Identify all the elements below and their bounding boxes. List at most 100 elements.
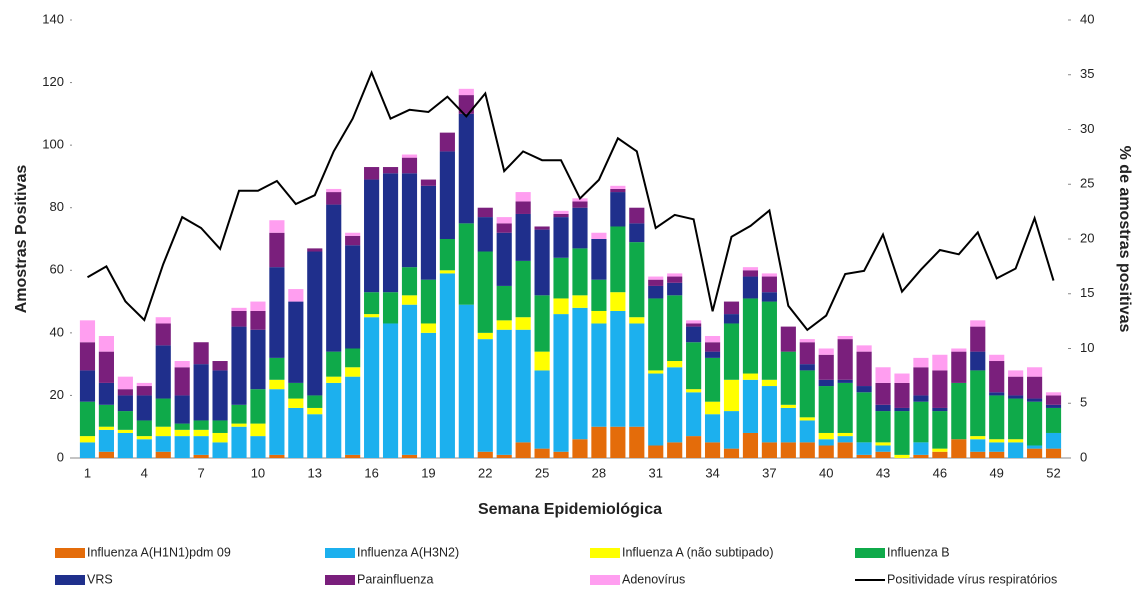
bar-segment bbox=[856, 386, 872, 393]
y2-tick-label: 5 bbox=[1080, 395, 1087, 410]
bar-segment bbox=[742, 276, 759, 299]
bar-segment bbox=[686, 320, 702, 324]
bar-segment bbox=[761, 292, 777, 302]
bar-segment bbox=[193, 420, 209, 430]
bar-segment bbox=[193, 429, 209, 437]
bar-segment bbox=[704, 342, 721, 352]
bar-segment bbox=[742, 379, 759, 433]
bar-segment bbox=[345, 348, 361, 368]
bar-segment bbox=[1008, 370, 1024, 377]
line-series bbox=[87, 69, 1055, 332]
bar-segment bbox=[989, 354, 1005, 362]
legend-swatch bbox=[55, 548, 85, 558]
bar-segment bbox=[932, 448, 948, 452]
bar-segment bbox=[534, 295, 550, 352]
bar-segment bbox=[155, 345, 171, 399]
bar-segment bbox=[136, 382, 152, 387]
bar-segment bbox=[572, 248, 588, 296]
bar-segment bbox=[799, 339, 815, 343]
bar-segment bbox=[193, 436, 209, 455]
bar-segment bbox=[136, 420, 152, 437]
bar-segment bbox=[704, 401, 721, 415]
bar-segment bbox=[875, 411, 891, 443]
bar-segment bbox=[496, 285, 512, 321]
bar-segment bbox=[382, 292, 399, 324]
legend-swatch bbox=[590, 575, 620, 585]
bar-segment bbox=[704, 335, 721, 343]
bar-segment bbox=[667, 367, 683, 443]
bar-segment bbox=[913, 367, 929, 396]
bar-segment bbox=[913, 395, 929, 402]
bar-segment bbox=[307, 248, 323, 252]
bar-segment bbox=[458, 95, 474, 114]
bar-segment bbox=[98, 426, 114, 430]
bar-segment bbox=[496, 217, 512, 224]
bar-segment bbox=[269, 379, 285, 390]
bar-segment bbox=[250, 436, 266, 458]
bar-segment bbox=[458, 88, 474, 96]
bar-segment bbox=[932, 411, 948, 449]
bar-segment bbox=[970, 451, 986, 458]
bar-segment bbox=[837, 379, 853, 383]
bar-segment bbox=[1045, 404, 1062, 408]
bar-segment bbox=[458, 223, 474, 305]
bar-segment bbox=[117, 395, 133, 412]
bar-segment bbox=[856, 345, 872, 352]
bar-segment bbox=[989, 392, 1005, 396]
bar-segment bbox=[345, 232, 361, 236]
bar-segment bbox=[458, 113, 474, 224]
bar-segment bbox=[364, 317, 380, 458]
bar-segment bbox=[212, 442, 228, 458]
bar-segment bbox=[799, 417, 815, 421]
bar-segment bbox=[742, 432, 759, 458]
bar-segment bbox=[401, 454, 418, 458]
bar-segment bbox=[1027, 401, 1043, 446]
bar-segment bbox=[875, 382, 891, 405]
bar-segment bbox=[117, 389, 133, 396]
bar-segment bbox=[515, 260, 531, 318]
bar-segment bbox=[231, 426, 247, 458]
x-tick-label: 19 bbox=[421, 465, 435, 480]
x-tick-label: 25 bbox=[535, 465, 549, 480]
bar-segment bbox=[970, 351, 986, 371]
bar-segment bbox=[932, 451, 948, 458]
bar-segment bbox=[231, 326, 247, 405]
bar-segment bbox=[326, 192, 342, 205]
x-tick-label: 4 bbox=[141, 465, 148, 480]
legend-swatch bbox=[55, 575, 85, 585]
bar-segment bbox=[913, 357, 929, 368]
bar-segment bbox=[250, 423, 266, 437]
bar-segment bbox=[326, 382, 342, 458]
bar-segment bbox=[79, 442, 96, 458]
bar-segment bbox=[1027, 445, 1043, 449]
bar-segment bbox=[307, 395, 323, 408]
bar-segment bbox=[610, 292, 626, 311]
bar-segment bbox=[345, 376, 361, 455]
legend-label: Adenovírus bbox=[622, 572, 685, 586]
y2-tick-label: 25 bbox=[1080, 176, 1094, 191]
y2-axis-title: % de amostras positivas bbox=[1116, 146, 1133, 333]
bar-segment bbox=[970, 436, 986, 440]
bar-segment bbox=[875, 404, 891, 412]
bar-segment bbox=[534, 370, 550, 449]
y2-tick-label: 30 bbox=[1080, 121, 1094, 136]
bar-segment bbox=[553, 451, 569, 458]
bar-segment bbox=[515, 442, 531, 458]
bar-segment bbox=[98, 451, 114, 458]
bar-segment bbox=[155, 323, 171, 346]
bar-segment bbox=[534, 351, 550, 371]
bar-segment bbox=[269, 267, 285, 358]
bar-segment bbox=[326, 376, 342, 383]
y-tick-label: 20 bbox=[50, 387, 64, 402]
bar-segment bbox=[780, 326, 796, 352]
bar-segment bbox=[345, 245, 361, 349]
bar-segment bbox=[477, 339, 493, 452]
bar-segment bbox=[951, 348, 967, 352]
bar-segment bbox=[686, 436, 702, 458]
bar-segment bbox=[326, 204, 342, 352]
bar-segment bbox=[780, 351, 796, 405]
bar-segment bbox=[572, 439, 588, 458]
y2-tick-label: 0 bbox=[1080, 449, 1087, 464]
bar-segment bbox=[629, 223, 645, 243]
